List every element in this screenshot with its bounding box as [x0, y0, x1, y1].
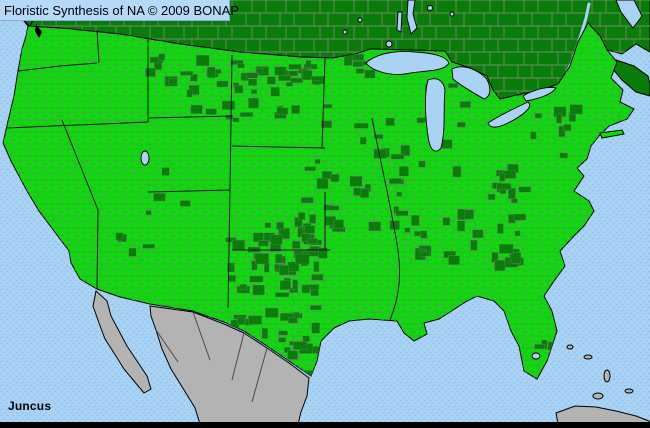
lake-huron: [451, 66, 491, 100]
great-salt-lake: [140, 150, 150, 166]
map-title: Floristic Synthesis of NA © 2009 BONAP: [4, 3, 240, 18]
mexico-region: [92, 290, 650, 425]
long-island: [599, 129, 625, 139]
taxon-label: Juncus: [8, 399, 52, 413]
gulf-of-st-lawrence: [615, 0, 643, 29]
mexico-mainland: [149, 305, 310, 425]
baja-california: [92, 290, 152, 394]
lake-michigan: [424, 78, 446, 152]
puget-sound: [35, 24, 42, 38]
great-lakes: [140, 51, 557, 360]
bottom-border-bar: [0, 422, 650, 428]
lake-ontario: [522, 87, 557, 102]
bahamas: [566, 344, 634, 400]
canada-lakes: [342, 0, 455, 48]
state-borders: [5, 29, 401, 321]
lake-erie: [487, 101, 531, 128]
lake-superior: [365, 51, 450, 75]
lake-okeechobee: [531, 352, 541, 360]
nova-scotia: [611, 59, 650, 97]
map-title-bar: Floristic Synthesis of NA © 2009 BONAP: [0, 0, 239, 21]
